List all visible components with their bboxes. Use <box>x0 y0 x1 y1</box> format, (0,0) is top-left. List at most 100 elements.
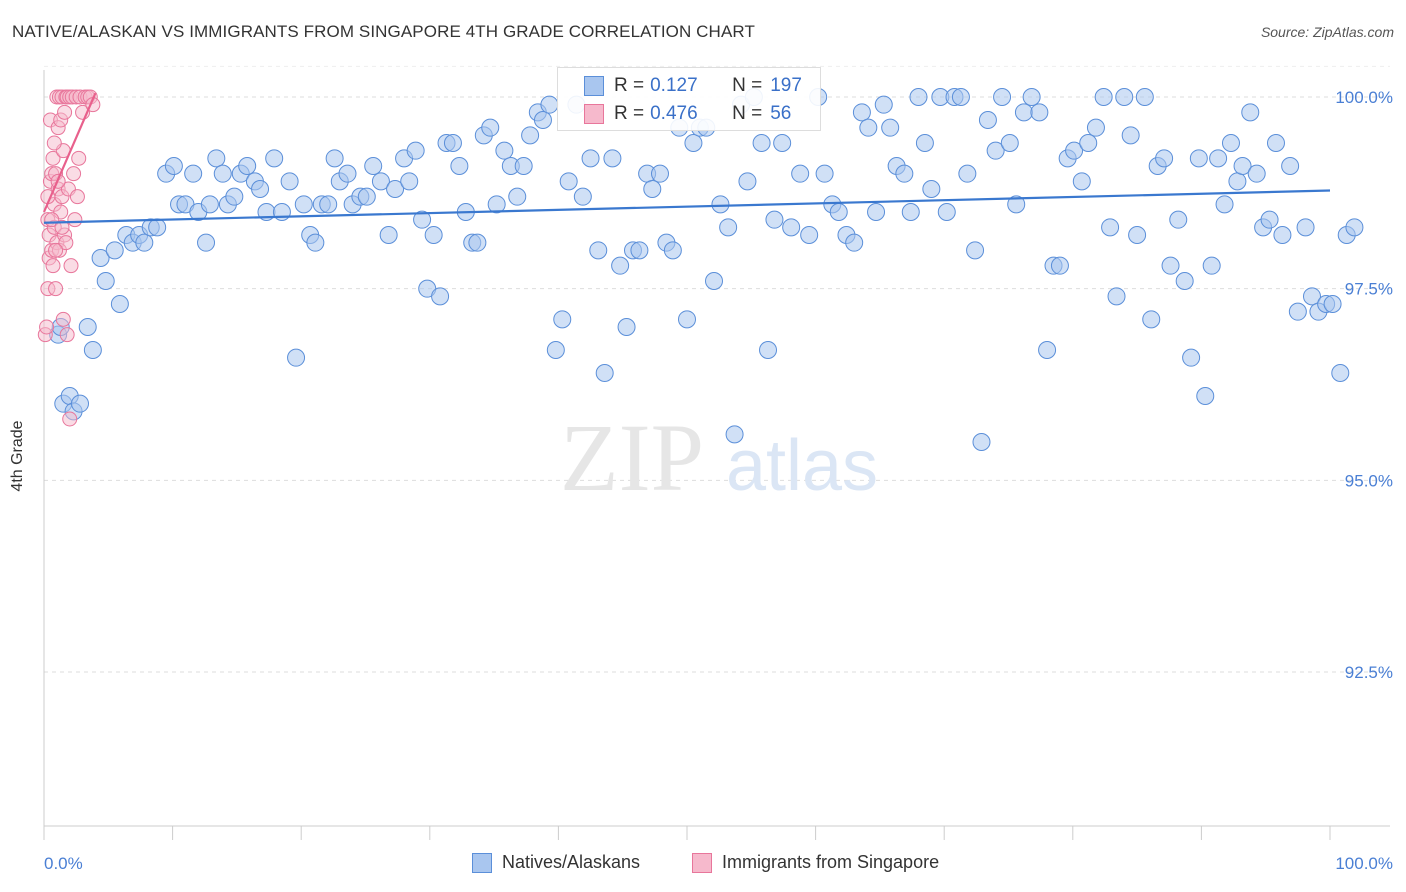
series-natives-points <box>49 88 1364 451</box>
data-point-natives <box>1072 172 1091 191</box>
data-point-natives <box>1169 210 1188 229</box>
data-point-natives <box>306 233 325 252</box>
legend-r-label: R = <box>614 103 645 124</box>
data-point-natives <box>765 210 784 229</box>
data-point-natives <box>197 233 216 252</box>
data-point-natives <box>684 134 703 152</box>
data-point-natives <box>1288 302 1307 321</box>
data-point-natives <box>265 149 284 168</box>
data-point-natives <box>1296 218 1315 237</box>
data-point-natives <box>338 164 357 183</box>
data-point-singapore <box>67 212 83 228</box>
legend-swatch-pink <box>692 852 712 873</box>
data-point-natives <box>1030 103 1049 122</box>
watermark-atlas: atlas <box>726 426 878 506</box>
data-point-natives <box>487 195 506 214</box>
data-point-natives <box>725 425 744 444</box>
data-point-natives <box>1266 134 1285 152</box>
data-point-natives <box>1196 387 1215 405</box>
data-point-natives <box>1302 287 1321 306</box>
data-point-natives <box>1281 157 1300 175</box>
data-point-natives <box>135 233 154 252</box>
data-point-natives <box>1121 126 1140 145</box>
data-point-natives <box>200 195 219 214</box>
data-point-natives <box>364 157 383 175</box>
data-point-natives <box>533 111 552 129</box>
data-point-natives <box>1022 88 1041 106</box>
data-point-natives <box>1142 310 1161 329</box>
data-point-natives <box>711 195 730 214</box>
data-point-natives <box>1209 149 1228 168</box>
chart-title: NATIVE/ALASKAN VS IMMIGRANTS FROM SINGAP… <box>12 22 755 41</box>
data-point-natives <box>581 149 600 168</box>
data-point-natives <box>443 134 462 152</box>
data-point-natives <box>1038 341 1057 359</box>
data-point-natives <box>1135 88 1154 106</box>
data-point-natives <box>650 164 669 183</box>
legend-label-singapore: Immigrants from Singapore <box>722 852 940 872</box>
data-point-natives <box>91 249 110 267</box>
y-tick-label: 97.5% <box>1345 280 1393 299</box>
data-point-natives <box>319 195 338 214</box>
x-tick-label: 0.0% <box>44 854 83 873</box>
data-point-natives <box>958 164 977 183</box>
data-point-natives <box>1007 195 1026 214</box>
data-point-natives <box>643 180 662 198</box>
data-point-natives <box>78 318 97 336</box>
data-point-natives <box>1101 218 1120 237</box>
legend-item-singapore[interactable]: Immigrants from Singapore <box>692 852 939 873</box>
data-point-natives <box>859 118 878 137</box>
data-point-natives <box>829 203 848 221</box>
data-point-natives <box>280 172 299 191</box>
data-point-natives <box>782 218 801 237</box>
data-point-natives <box>845 233 864 252</box>
data-point-natives <box>663 241 682 260</box>
stats-legend: R = 0.127 N = 197 R = 0.476 N = 56 <box>557 67 821 131</box>
data-point-natives <box>1050 256 1069 275</box>
axes <box>43 70 1390 840</box>
data-point-natives <box>915 134 934 152</box>
data-point-natives <box>867 203 886 221</box>
data-point-singapore <box>59 327 75 343</box>
source-credit: Source: ZipAtlas.com <box>1260 24 1394 40</box>
data-point-natives <box>238 157 257 175</box>
legend-item-natives[interactable]: Natives/Alaskans <box>472 852 640 873</box>
trend-line-singapore <box>42 92 97 213</box>
data-point-singapore <box>71 150 87 166</box>
data-point-natives <box>1331 364 1350 382</box>
data-point-natives <box>972 433 991 451</box>
data-point-natives <box>759 341 778 359</box>
legend-n-value: 197 <box>770 75 802 96</box>
data-point-natives <box>540 95 559 114</box>
data-point-natives <box>450 157 469 175</box>
data-point-natives <box>514 157 533 175</box>
y-tick-label: 100.0% <box>1335 88 1393 107</box>
data-point-natives <box>901 203 920 221</box>
data-point-natives <box>287 348 306 367</box>
legend-n-label: N = <box>732 75 763 96</box>
x-tick-labels: 0.0% 100.0% <box>44 854 1393 873</box>
data-point-natives <box>951 88 970 106</box>
data-point-natives <box>371 172 390 191</box>
data-point-natives <box>495 141 514 160</box>
data-point-natives <box>1094 88 1113 106</box>
data-point-natives <box>357 187 376 206</box>
legend-n-value: 56 <box>770 103 792 124</box>
data-point-singapore <box>66 166 82 182</box>
data-point-natives <box>184 164 203 183</box>
data-point-natives <box>1107 287 1126 306</box>
data-point-natives <box>251 180 270 198</box>
data-point-natives <box>1155 149 1174 168</box>
data-point-singapore <box>48 242 64 258</box>
data-point-singapore <box>69 189 85 205</box>
data-point-natives <box>1115 88 1134 106</box>
data-point-singapore <box>48 281 64 297</box>
data-point-natives <box>1233 157 1252 175</box>
data-point-natives <box>468 233 487 252</box>
data-point-natives <box>1175 272 1194 290</box>
data-point-singapore <box>63 258 79 274</box>
data-point-natives <box>400 172 419 191</box>
trend-line-natives <box>43 189 1331 224</box>
data-point-singapore <box>46 135 62 151</box>
